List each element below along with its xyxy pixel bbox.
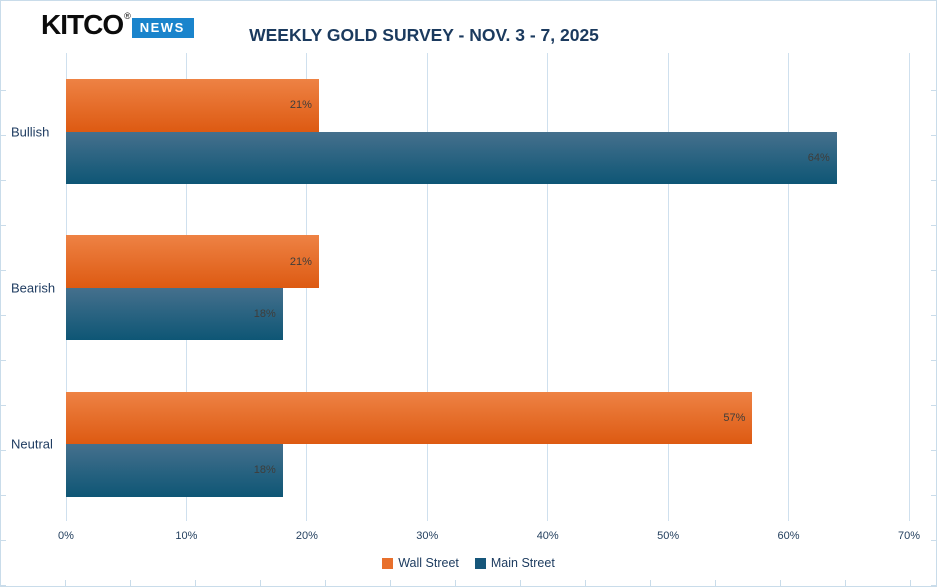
category-label-bullish: Bullish — [11, 124, 50, 139]
bar-value-label: 18% — [253, 464, 276, 477]
bar-main-street-bullish: 64% — [66, 131, 837, 184]
bar-main-street-neutral: 18% — [66, 444, 283, 497]
legend: Wall Street Main Street — [1, 556, 936, 570]
gridline — [667, 53, 669, 521]
x-axis-tick-label: 30% — [416, 530, 439, 542]
x-axis-tick-label: 60% — [777, 530, 800, 542]
chart-title: WEEKLY GOLD SURVEY - NOV. 3 - 7, 2025 — [249, 25, 599, 45]
x-axis-tick-label: 10% — [175, 530, 198, 542]
bar-value-label: 18% — [253, 308, 276, 320]
legend-item-main-street: Main Street — [474, 556, 555, 570]
frame-ticks-right — [931, 1, 936, 586]
x-axis-tick-label: 50% — [657, 530, 680, 542]
x-axis-tick-label: 70% — [897, 530, 921, 542]
kitco-news-logo: KITCO ® NEWS — [41, 11, 194, 39]
bar-wall-street-bullish: 21% — [66, 79, 319, 132]
frame-ticks-bottom — [1, 580, 936, 586]
bar-value-label: 64% — [807, 151, 830, 164]
legend-swatch — [382, 557, 394, 569]
bar-wall-street-bearish: 21% — [66, 235, 319, 288]
frame-ticks-left — [1, 1, 6, 586]
gridline — [547, 53, 549, 521]
x-axis-tick-label: 0% — [58, 530, 74, 542]
kitco-wordmark: KITCO — [41, 9, 124, 40]
bar-main-street-bearish: 18% — [66, 287, 283, 341]
registered-trademark-symbol: ® — [124, 11, 131, 21]
category-label-neutral: Neutral — [11, 436, 53, 452]
gridline — [788, 53, 790, 521]
legend-swatch — [474, 557, 486, 569]
news-badge: NEWS — [131, 18, 194, 38]
chart-header: KITCO ® NEWS WEEKLY GOLD SURVEY - NOV. 3… — [1, 1, 936, 53]
legend-item-wall-street: Wall Street — [382, 556, 459, 570]
gridline — [426, 53, 428, 521]
category-label-bearish: Bearish — [11, 280, 56, 296]
bar-value-label: 21% — [289, 99, 312, 112]
bar-value-label: 57% — [723, 411, 746, 424]
legend-label: Main Street — [490, 556, 555, 570]
x-axis-tick-label: 20% — [295, 530, 318, 542]
gridline — [908, 53, 910, 521]
legend-label: Wall Street — [398, 556, 459, 570]
bar-wall-street-neutral: 57% — [66, 391, 753, 444]
x-axis-tick-label: 40% — [536, 530, 559, 542]
bar-value-label: 21% — [289, 255, 312, 268]
